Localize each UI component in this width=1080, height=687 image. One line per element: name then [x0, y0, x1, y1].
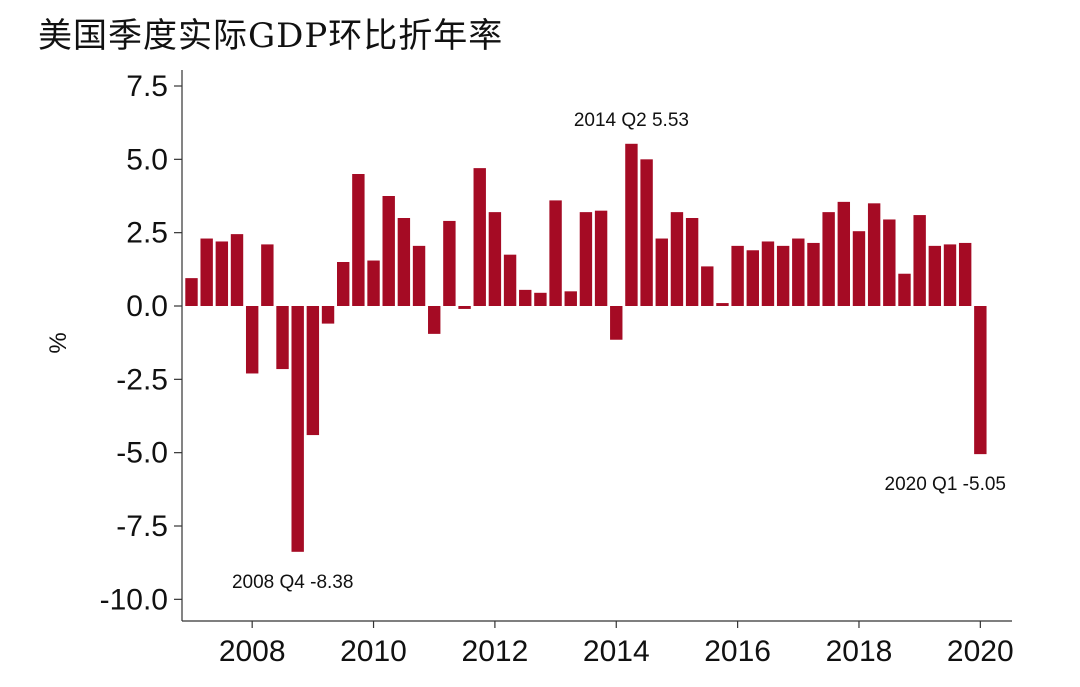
data-annotation: 2008 Q4 -8.38 [232, 572, 353, 593]
bar [594, 210, 608, 306]
bar [230, 234, 244, 306]
bar [731, 245, 744, 306]
x-tick-label: 2018 [826, 635, 893, 668]
bar [215, 241, 229, 306]
bar [367, 260, 380, 306]
x-tick-label: 2020 [947, 635, 1014, 668]
bar [549, 200, 562, 306]
bar [443, 220, 456, 306]
y-tick-label: -2.5 [116, 363, 168, 396]
bar [655, 238, 668, 306]
bar [943, 244, 957, 306]
bar [974, 306, 987, 455]
x-tick-label: 2010 [340, 635, 407, 668]
bar [245, 306, 259, 374]
y-tick-label: 0.0 [126, 290, 168, 323]
x-tick-label: 2012 [462, 635, 529, 668]
y-tick-label: -7.5 [116, 510, 168, 543]
y-tick-label: 5.0 [126, 143, 168, 176]
bar [958, 242, 972, 306]
bar [640, 159, 653, 306]
bar [898, 273, 911, 306]
bar [807, 242, 820, 306]
bar [534, 292, 547, 306]
bar [776, 245, 790, 306]
bar [928, 245, 942, 306]
bar [503, 254, 517, 306]
bar [519, 289, 532, 306]
bar [867, 203, 881, 306]
bar [261, 244, 274, 306]
bar [746, 250, 759, 306]
bar [473, 168, 486, 306]
x-tick-label: 2008 [219, 635, 286, 668]
bar [701, 266, 714, 306]
x-tick-label: 2014 [583, 635, 650, 668]
bar [412, 245, 426, 306]
bar [837, 201, 851, 306]
bar [761, 241, 775, 306]
y-tick-label: -10.0 [100, 583, 168, 616]
bar [428, 306, 441, 334]
bar [291, 306, 304, 552]
bar [625, 143, 638, 306]
bar [337, 262, 350, 306]
data-annotation: 2020 Q1 -5.05 [885, 474, 1006, 495]
y-tick-label: 7.5 [126, 70, 168, 103]
bar [185, 278, 198, 306]
bar [397, 218, 411, 306]
bar [276, 306, 289, 370]
bar [852, 231, 866, 306]
bar [822, 212, 835, 306]
y-tick-label: -5.0 [116, 437, 168, 470]
bar [716, 303, 729, 306]
bar [488, 212, 502, 306]
bar [321, 306, 335, 324]
bar [670, 212, 684, 306]
y-axis-label: % [45, 332, 72, 353]
data-annotation: 2014 Q2 5.53 [574, 110, 689, 131]
bar [564, 291, 577, 306]
bar [458, 306, 471, 309]
bar [913, 215, 926, 306]
chart-title: 美国季度实际GDP环比折年率 [38, 16, 504, 56]
y-tick-label: 2.5 [126, 217, 168, 250]
bar [306, 306, 320, 436]
bar [792, 238, 805, 306]
bar [579, 212, 593, 306]
bar [200, 238, 213, 306]
bar [382, 196, 395, 306]
bar [685, 218, 699, 306]
bar [352, 174, 365, 306]
bar [883, 219, 896, 306]
bar [610, 306, 623, 340]
x-tick-label: 2016 [704, 635, 771, 668]
